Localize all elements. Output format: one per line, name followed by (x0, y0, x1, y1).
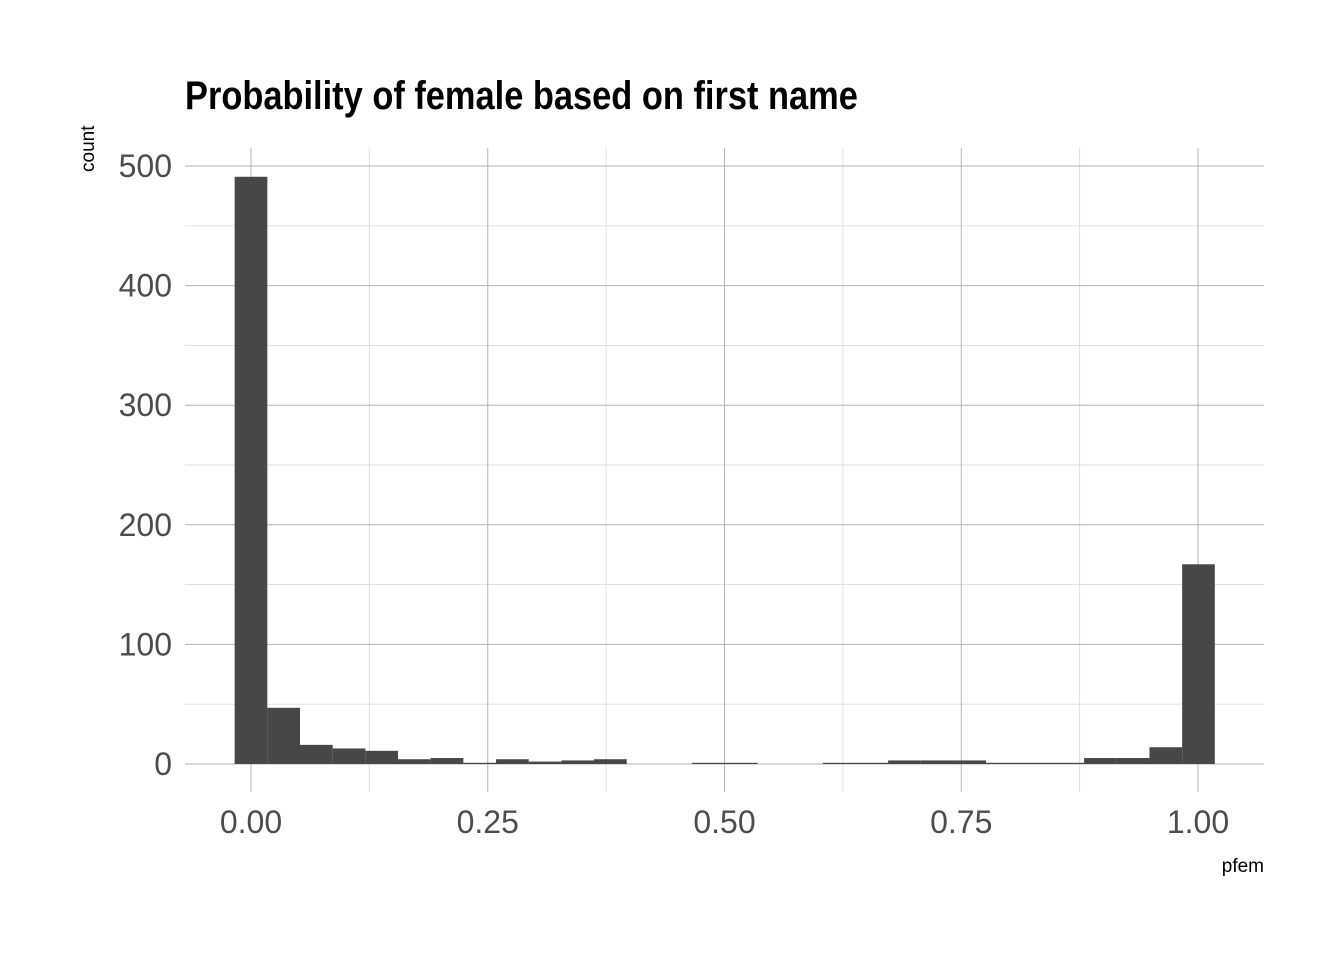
y-tick-label: 100 (119, 626, 172, 662)
y-axis-ticks: 0 100 200 300 400 500 (119, 148, 172, 782)
histogram-bar (528, 761, 562, 764)
histogram-bar (822, 762, 856, 764)
x-tick-label: 1.00 (1167, 804, 1229, 840)
histogram-bar (365, 750, 399, 764)
x-axis-ticks: 0.00 0.25 0.50 0.75 1.00 (220, 804, 1229, 840)
histogram-bars (234, 176, 1215, 764)
y-tick-label: 300 (119, 387, 172, 423)
histogram-bar (724, 762, 758, 764)
x-tick-label: 0.50 (693, 804, 755, 840)
x-tick-label: 0.25 (457, 804, 519, 840)
y-tick-label: 500 (119, 148, 172, 184)
histogram-bar (692, 762, 725, 764)
histogram-bar (953, 760, 987, 764)
histogram-bar (920, 760, 954, 764)
histogram-bar (1051, 762, 1085, 764)
histogram-bar (986, 762, 1019, 764)
histogram-bar (855, 762, 889, 764)
histogram-bar (1116, 758, 1150, 764)
histogram-bar (332, 748, 366, 764)
chart-title: Probability of female based on first nam… (185, 74, 858, 118)
y-tick-label: 400 (119, 268, 172, 304)
y-tick-label: 0 (154, 746, 172, 782)
histogram-bar (300, 744, 333, 764)
histogram-bar (430, 758, 464, 764)
histogram-bar (1018, 762, 1052, 764)
histogram-bar (1149, 747, 1183, 764)
histogram-bar (234, 176, 268, 764)
histogram-bar (594, 759, 627, 764)
histogram-bar (496, 759, 529, 764)
histogram-bar (1182, 564, 1215, 764)
x-tick-label: 0.75 (930, 804, 992, 840)
x-tick-label: 0.00 (220, 804, 282, 840)
histogram-bar (888, 760, 921, 764)
histogram-bar (561, 760, 595, 764)
histogram-bar (463, 762, 497, 764)
histogram-bar (1084, 758, 1117, 764)
x-axis-label: pfem (1221, 856, 1264, 877)
y-tick-label: 200 (119, 507, 172, 543)
histogram-bar (267, 707, 301, 764)
grid-lines (185, 148, 1264, 792)
histogram-bar (398, 759, 431, 764)
